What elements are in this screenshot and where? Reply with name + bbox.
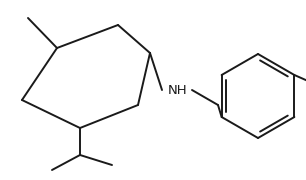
Text: NH: NH xyxy=(168,84,188,96)
